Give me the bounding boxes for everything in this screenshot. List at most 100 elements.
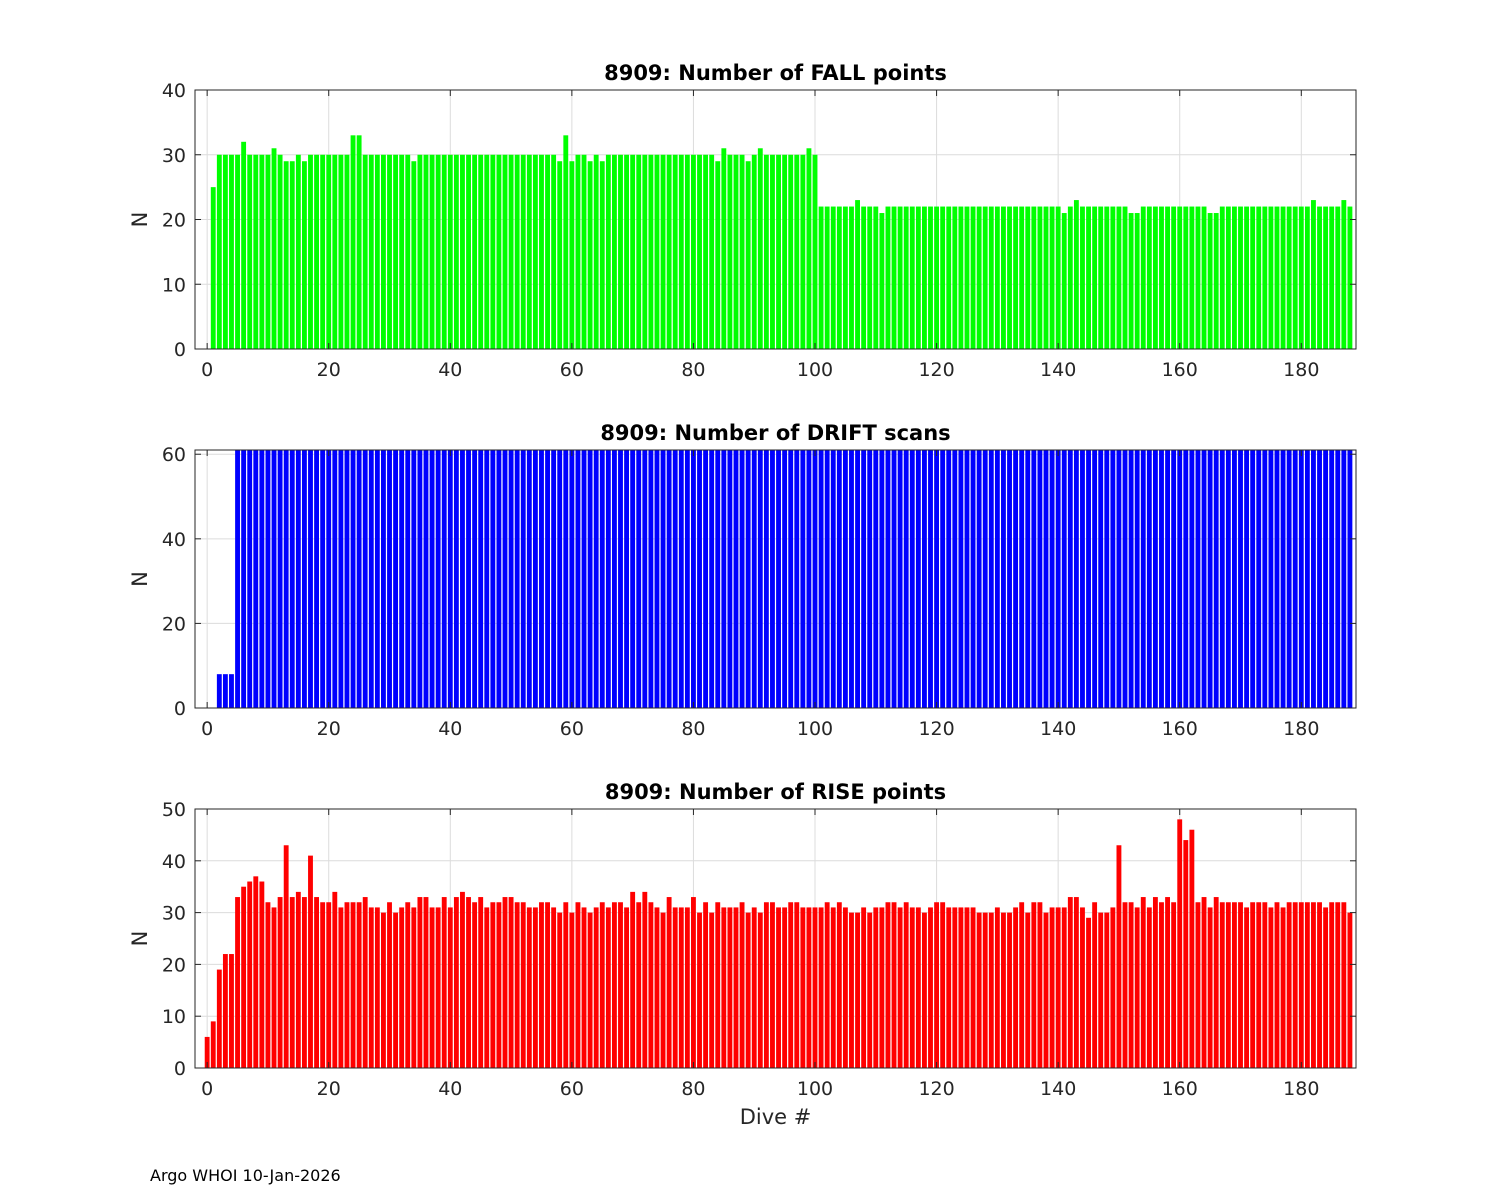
bar [1183,450,1189,708]
bar [1001,912,1006,1068]
bar [1031,902,1037,1068]
bar [964,206,970,349]
bar [283,450,289,708]
bar [934,206,940,349]
bar [928,907,933,1068]
bar [879,450,885,708]
bar [545,450,550,708]
bar [496,154,502,349]
bar [1201,206,1207,349]
bar [593,154,599,349]
bar [818,450,824,708]
bar [697,450,702,708]
bar [1104,912,1110,1068]
bar [630,891,636,1068]
bar [320,450,326,708]
x-tick-label: 180 [1283,1078,1319,1100]
bar [940,450,946,708]
bar [1134,450,1140,708]
bar [976,912,982,1068]
bar [1067,897,1073,1068]
bar [460,450,465,708]
bar [611,902,617,1068]
bar [794,450,800,708]
bar [265,450,271,708]
bar [569,912,575,1068]
bar [1244,907,1250,1068]
bar [630,450,636,708]
x-tick-label: 0 [201,718,213,740]
bar [1347,450,1353,708]
bar [472,450,478,708]
x-tick-label: 0 [201,1078,213,1100]
bar [1080,450,1085,708]
bar [934,450,940,708]
bar [1268,907,1274,1068]
bar [1280,450,1286,708]
bar [611,154,617,349]
bar [897,907,903,1068]
bar [472,902,478,1068]
bar [800,450,806,708]
bar [490,154,496,349]
bar [235,897,240,1068]
bar [1304,450,1310,708]
bar [1298,206,1304,349]
bar [1037,450,1043,708]
bar [1025,450,1031,708]
bar [648,154,654,349]
bar [782,907,788,1068]
y-tick-label: 40 [162,851,186,873]
bar [666,154,672,349]
bar [222,154,228,349]
bar [405,902,411,1068]
bar [1298,450,1304,708]
bar [1298,902,1304,1068]
x-tick-label: 20 [317,718,341,740]
bar [429,907,435,1068]
bar [490,450,496,708]
x-tick-label: 140 [1040,718,1076,740]
bar [295,891,301,1068]
bar [891,902,897,1068]
bar [429,154,435,349]
bar [642,891,648,1068]
bar [411,907,417,1068]
bar [946,206,952,349]
bar [356,450,362,708]
bar [301,450,307,708]
bar [1159,902,1164,1068]
bar [1335,450,1341,708]
bar [393,154,399,349]
bar [1171,450,1177,708]
bar [903,902,909,1068]
bar [684,154,690,349]
bar [472,154,478,349]
bar [684,450,690,708]
bar [1207,450,1213,708]
bar [1231,206,1237,349]
bar [861,206,867,349]
bar [624,907,630,1068]
bar [836,206,842,349]
bar [1092,450,1098,708]
bar [1195,902,1201,1068]
bar [776,154,781,349]
bar [587,912,593,1068]
bar [1329,206,1335,349]
bar [940,902,946,1068]
bar [599,450,605,708]
bar [1183,206,1189,349]
bar [721,148,727,349]
bar [356,135,362,349]
bar [332,891,338,1068]
bar [368,907,374,1068]
bar [1049,450,1055,708]
bar [958,450,964,708]
bar [849,450,854,708]
bar [563,450,569,708]
bar [678,154,684,349]
bar [1238,902,1243,1068]
bar [1256,450,1262,708]
bar [824,902,830,1068]
